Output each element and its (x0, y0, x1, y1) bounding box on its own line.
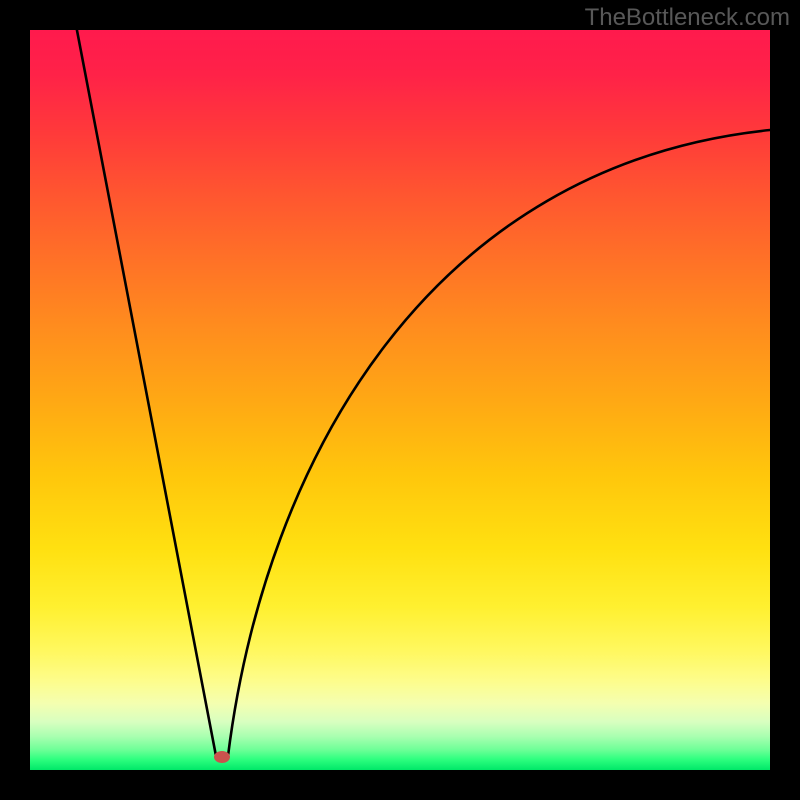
optimum-marker (214, 751, 230, 763)
bottleneck-curve (75, 30, 770, 760)
bottleneck-curve-layer (30, 30, 770, 770)
watermark-text: TheBottleneck.com (585, 4, 790, 32)
plot-area (30, 30, 770, 770)
